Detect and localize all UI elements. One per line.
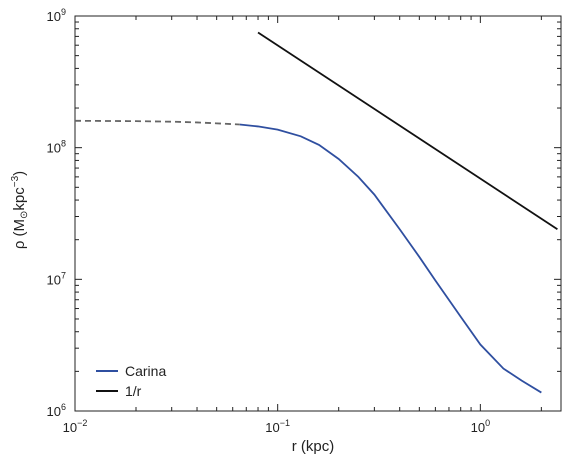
series-line-carina — [239, 123, 542, 394]
y-axis-label-main: ρ (M — [11, 219, 28, 249]
y-axis-label-sub: ⊙ — [19, 211, 30, 219]
legend-label-carina: Carina — [125, 363, 166, 379]
plot-frame — [74, 15, 562, 412]
chart-series — [74, 31, 558, 394]
legend: Carina 1/r — [96, 363, 166, 399]
y-tick-label: 108 — [47, 139, 66, 156]
y-tick-label: 106 — [47, 402, 66, 419]
axis-ticks — [74, 15, 561, 412]
x-tick-label: 10−1 — [265, 418, 290, 435]
series-line-1-r — [257, 31, 558, 231]
series-line-extrapolation-1 — [74, 119, 240, 126]
y-axis-label: ρ (M⊙kpc−3) — [10, 171, 30, 249]
y-axis-label-sup: −3 — [10, 175, 21, 187]
legend-label-1-over-r: 1/r — [125, 383, 142, 399]
x-tick-label: 100 — [471, 418, 490, 435]
y-tick-label: 107 — [47, 270, 66, 287]
y-tick-label: 109 — [47, 7, 66, 24]
y-axis-label-close: ) — [11, 171, 28, 176]
x-axis-label: r (kpc) — [292, 438, 335, 454]
x-tick-label: 10−2 — [63, 418, 88, 435]
axis-tick-labels: 10−2 10−1 100 106 107 108 109 — [47, 7, 491, 435]
y-axis-label-unit: kpc — [11, 187, 28, 211]
